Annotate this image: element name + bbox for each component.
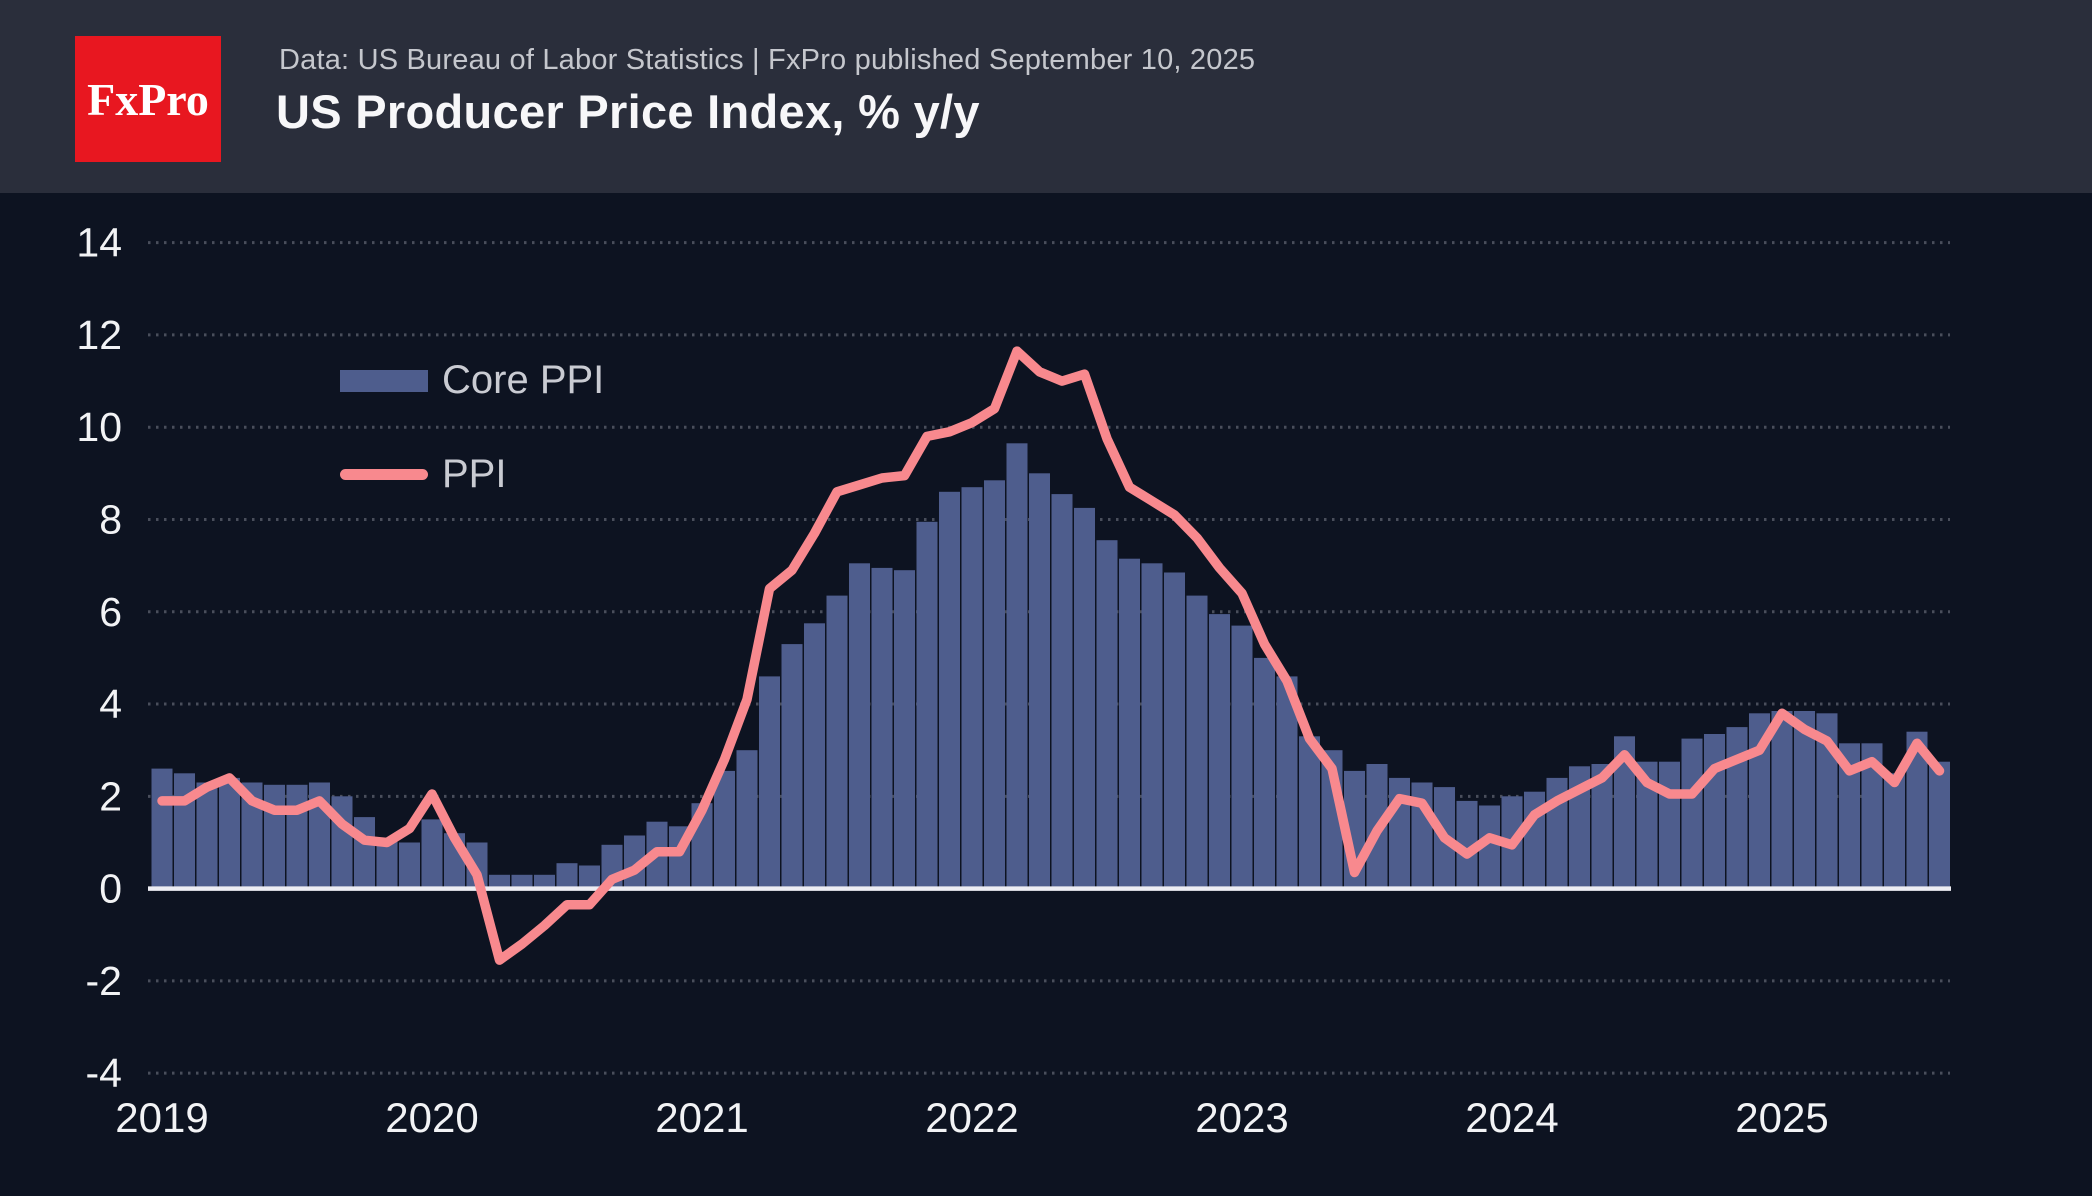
y-tick-label-6: 6 — [99, 589, 122, 635]
core-ppi-bar-2019-04 — [219, 777, 240, 889]
core-ppi-bar-2022-03 — [1006, 443, 1028, 889]
header-band: FxPro Data: US Bureau of Labor Statistic… — [0, 0, 2092, 193]
core-ppi-bar-2024-06 — [1614, 736, 1635, 889]
core-ppi-bar-2021-04 — [759, 676, 780, 889]
core-ppi-bar-2019-10 — [354, 817, 375, 889]
core-ppi-bar-2023-12 — [1479, 805, 1500, 889]
y-tick-label-4: 4 — [99, 681, 122, 727]
x-tick-label-2024: 2024 — [1465, 1094, 1558, 1141]
core-ppi-bar-2025-03 — [1816, 713, 1838, 889]
fxpro-logo: FxPro — [75, 36, 221, 162]
core-ppi-bar-2024-05 — [1591, 764, 1613, 889]
core-ppi-bar-2020-07 — [556, 863, 578, 889]
core-ppi-bar-2022-02 — [984, 480, 1005, 889]
legend-item-ppi: PPI — [340, 452, 506, 497]
core-ppi-bar-2022-07 — [1096, 540, 1118, 889]
core-ppi-bar-2024-08 — [1659, 761, 1680, 889]
y-tick-label--2: -2 — [86, 958, 122, 1004]
core-ppi-bar-2025-08 — [1929, 761, 1950, 889]
legend-item-core-ppi: Core PPI — [340, 358, 604, 403]
core-ppi-bar-2022-01 — [961, 487, 983, 889]
core-ppi-bar-2022-12 — [1209, 614, 1230, 889]
x-tick-label-2020: 2020 — [385, 1094, 478, 1141]
core-ppi-bar-2021-11 — [916, 521, 938, 889]
core-ppi-bar-2022-10 — [1164, 572, 1185, 889]
core-ppi-bar-2020-01 — [421, 819, 443, 889]
core-ppi-bar-2020-08 — [579, 865, 600, 889]
core-ppi-bar-2021-09 — [871, 567, 893, 889]
y-tick-label-0: 0 — [99, 866, 122, 912]
core-ppi-bar-2021-02 — [714, 770, 735, 889]
ppi-legend-label: PPI — [442, 452, 507, 496]
core-ppi-bar-2021-07 — [826, 595, 848, 889]
core-ppi-bar-2025-07 — [1906, 731, 1928, 889]
core-ppi-bar-2021-10 — [894, 570, 915, 889]
core-ppi-swatch — [340, 369, 428, 392]
core-ppi-bar-2019-03 — [196, 782, 218, 889]
core-ppi-bar-2025-06 — [1884, 773, 1905, 889]
y-tick-label-2: 2 — [99, 773, 122, 819]
core-ppi-bar-2022-09 — [1141, 563, 1163, 889]
core-ppi-bar-2025-04 — [1839, 743, 1860, 889]
core-ppi-bar-2022-05 — [1051, 494, 1073, 889]
ppi-line — [157, 346, 1945, 965]
core-ppi-bar-2024-09 — [1681, 738, 1703, 889]
x-tick-label-2023: 2023 — [1195, 1094, 1288, 1141]
core-ppi-bar-2020-06 — [534, 874, 555, 889]
y-tick-label-12: 12 — [76, 312, 122, 358]
core-ppi-bar-2021-03 — [736, 750, 758, 889]
core-ppi-bar-2023-11 — [1456, 800, 1478, 889]
page-title: US Producer Price Index, % y/y — [276, 85, 980, 138]
core-ppi-legend-label: Core PPI — [442, 358, 605, 402]
core-ppi-bar-2023-02 — [1254, 657, 1275, 889]
fxpro-logo-text: FxPro — [87, 73, 209, 125]
core-ppi-bar-2022-11 — [1186, 595, 1208, 889]
y-tick-label-10: 10 — [76, 404, 122, 450]
core-ppi-bar-2021-06 — [804, 623, 825, 889]
core-ppi-bar-2025-01 — [1771, 711, 1793, 889]
core-ppi-bar-2022-08 — [1119, 558, 1140, 889]
core-ppi-bar-2019-01 — [151, 768, 173, 889]
ppi-swatch — [340, 469, 428, 480]
core-ppi-bar-2024-11 — [1726, 727, 1748, 889]
core-ppi-bar-2021-08 — [849, 563, 870, 889]
y-tick-label--4: -4 — [86, 1050, 122, 1096]
core-ppi-bar-2020-04 — [489, 874, 510, 889]
core-ppi-bar-2024-07 — [1636, 761, 1658, 889]
y-tick-label-14: 14 — [76, 220, 122, 266]
core-ppi-bar-2019-12 — [399, 842, 420, 889]
core-ppi-bar-2019-06 — [264, 784, 285, 889]
core-ppi-bar-2021-12 — [939, 491, 960, 889]
chart-source-line: Data: US Bureau of Labor Statistics | Fx… — [279, 44, 1256, 76]
core-ppi-bar-2019-05 — [241, 782, 263, 889]
core-ppi-bar-2025-05 — [1861, 743, 1883, 889]
core-ppi-bar-2022-06 — [1074, 507, 1095, 889]
core-ppi-bar-2025-02 — [1794, 711, 1815, 889]
x-tick-label-2019: 2019 — [115, 1094, 208, 1141]
x-tick-label-2022: 2022 — [925, 1094, 1018, 1141]
core-ppi-bar-2023-01 — [1231, 625, 1253, 889]
x-tick-label-2025: 2025 — [1735, 1094, 1828, 1141]
core-ppi-bar-2022-04 — [1029, 473, 1050, 889]
core-ppi-bar-2024-10 — [1704, 734, 1725, 889]
core-ppi-bar-2019-11 — [376, 837, 398, 889]
x-tick-label-2021: 2021 — [655, 1094, 748, 1141]
core-ppi-bar-2020-05 — [511, 874, 533, 889]
core-ppi-bar-2019-02 — [174, 773, 195, 889]
core-ppi-bar-2023-04 — [1299, 736, 1320, 889]
core-ppi-bar-2019-07 — [286, 784, 308, 889]
y-tick-label-8: 8 — [99, 496, 122, 542]
core-ppi-bar-2023-03 — [1276, 676, 1298, 889]
core-ppi-bar-2021-05 — [781, 644, 803, 889]
